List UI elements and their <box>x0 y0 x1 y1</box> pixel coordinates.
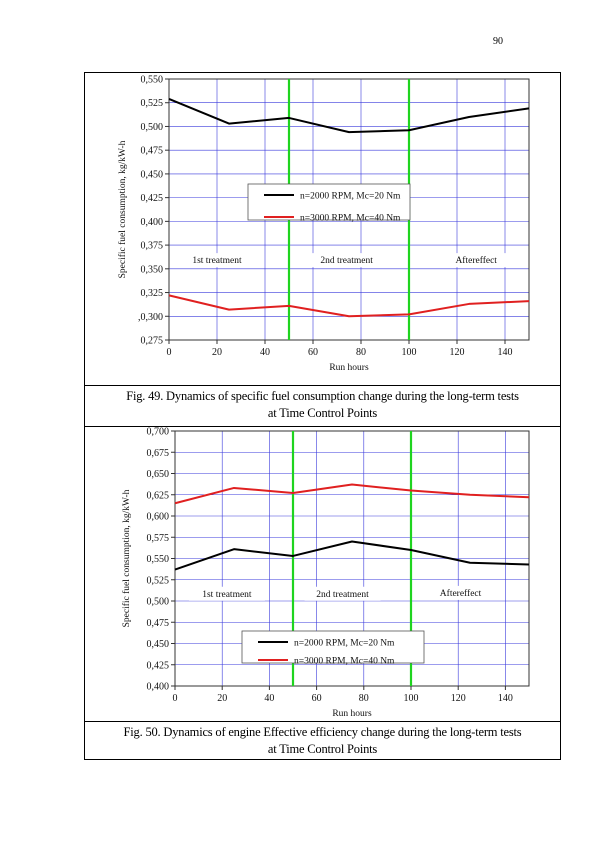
y-tick-label: 0,350 <box>141 264 164 275</box>
y-tick-label: 0,550 <box>147 554 170 565</box>
figure-50-caption: Fig. 50. Dynamics of engine Effective ef… <box>85 724 560 758</box>
period-annotation: Aftereffect <box>455 255 497 266</box>
caption-line-1: Fig. 49. Dynamics of specific fuel consu… <box>126 389 519 403</box>
divider <box>85 385 560 386</box>
divider <box>85 426 560 427</box>
annotation-background <box>188 586 265 601</box>
chart-fuel-consumption: 0 20 40 60 80 100 120 140 0,275 ,0,300 0,325 0,350 0… <box>117 75 530 373</box>
x-tick-label: 20 <box>217 693 227 704</box>
y-tick-label: 0,500 <box>147 597 170 608</box>
legend-label: n=2000 RPM, Mc=20 Nm <box>300 192 401 202</box>
page-number: 90 <box>493 36 503 47</box>
x-tick-label: 120 <box>451 693 466 704</box>
series-line <box>168 98 530 134</box>
legend-label: n=2000 RPM, Mc=20 Nm <box>294 639 395 649</box>
y-tick-label: 0,500 <box>141 122 164 133</box>
x-tick-label: 0 <box>167 347 172 358</box>
caption-line-1: Fig. 50. Dynamics of engine Effective ef… <box>123 725 522 739</box>
x-tick-label: 100 <box>402 347 417 358</box>
series-line <box>174 483 530 505</box>
period-annotation: 1st treatment <box>192 256 242 266</box>
x-tick-label: 60 <box>312 693 322 704</box>
y-axis-label: Specific fuel consumption, kg/kW-h <box>117 140 128 278</box>
legend-label: n=3000 RPM, Mc=40 Nm <box>294 657 395 667</box>
y-axis-label: Specific fuel consumption, kg/kW-h <box>121 489 132 627</box>
x-axis-label: Run hours <box>329 363 369 373</box>
series-line <box>174 540 530 571</box>
y-tick-label: 0,325 <box>141 288 164 299</box>
x-tick-label: 40 <box>264 693 274 704</box>
y-tick-label: 0,275 <box>141 336 164 347</box>
y-tick-label: 0,375 <box>141 241 164 252</box>
annotation-background <box>438 253 515 268</box>
period-annotation: 1st treatment <box>202 590 252 600</box>
annotation-background <box>304 586 381 601</box>
y-tick-label: 0,475 <box>147 618 170 629</box>
x-tick-label: 140 <box>498 347 513 358</box>
y-tick-label: 0,525 <box>147 575 170 586</box>
chart-effective-efficiency: 0 20 40 60 80 100 120 140 0,400 0,425 0,450 0,475 0,… <box>121 427 530 719</box>
annotation-background <box>308 253 385 268</box>
y-tick-label: 0,400 <box>141 217 164 228</box>
y-tick-label: 0,600 <box>147 512 170 523</box>
caption-line-2: at Time Control Points <box>267 742 378 756</box>
figure-49-caption: Fig. 49. Dynamics of specific fuel consu… <box>85 388 560 422</box>
y-tick-label: 0,700 <box>147 427 170 438</box>
period-annotation: 2nd treatment <box>316 590 369 600</box>
figure-table: 0 20 40 60 80 100 120 140 0,275 ,0,300 0,325 0,350 0… <box>84 72 561 760</box>
y-tick-label: 0,550 <box>141 75 164 86</box>
y-tick-label: ,0,300 <box>138 312 163 323</box>
annotation-background <box>179 253 255 268</box>
x-tick-label: 100 <box>404 693 419 704</box>
y-tick-label: 0,450 <box>141 169 164 180</box>
x-tick-label: 60 <box>308 347 318 358</box>
y-tick-label: 0,475 <box>141 146 164 157</box>
plot-frame <box>168 78 530 341</box>
y-tick-label: 0,675 <box>147 448 170 459</box>
period-annotation: 2nd treatment <box>320 256 373 266</box>
divider <box>85 721 560 722</box>
x-axis-label: Run hours <box>332 709 372 719</box>
y-tick-label: 0,425 <box>141 193 164 204</box>
x-tick-label: 80 <box>356 347 366 358</box>
legend-box <box>247 183 411 221</box>
x-tick-label: 140 <box>498 693 513 704</box>
y-tick-label: 0,625 <box>147 490 170 501</box>
legend-box <box>241 630 425 664</box>
x-tick-label: 80 <box>359 693 369 704</box>
y-tick-label: 0,525 <box>141 98 164 109</box>
y-tick-label: 0,400 <box>147 682 170 693</box>
x-tick-label: 20 <box>212 347 222 358</box>
x-tick-label: 0 <box>173 693 178 704</box>
x-tick-label: 120 <box>450 347 465 358</box>
annotation-background <box>422 585 499 600</box>
period-annotation: Aftereffect <box>440 588 482 599</box>
y-tick-label: 0,450 <box>147 639 170 650</box>
x-tick-label: 40 <box>260 347 270 358</box>
legend-label: n=3000 RPM, Mc=40 Nm <box>300 214 401 224</box>
caption-line-2: at Time Control Points <box>267 406 378 420</box>
y-tick-label: 0,575 <box>147 533 170 544</box>
y-tick-label: 0,650 <box>147 469 170 480</box>
series-line <box>168 294 530 318</box>
y-tick-label: 0,425 <box>147 660 170 671</box>
